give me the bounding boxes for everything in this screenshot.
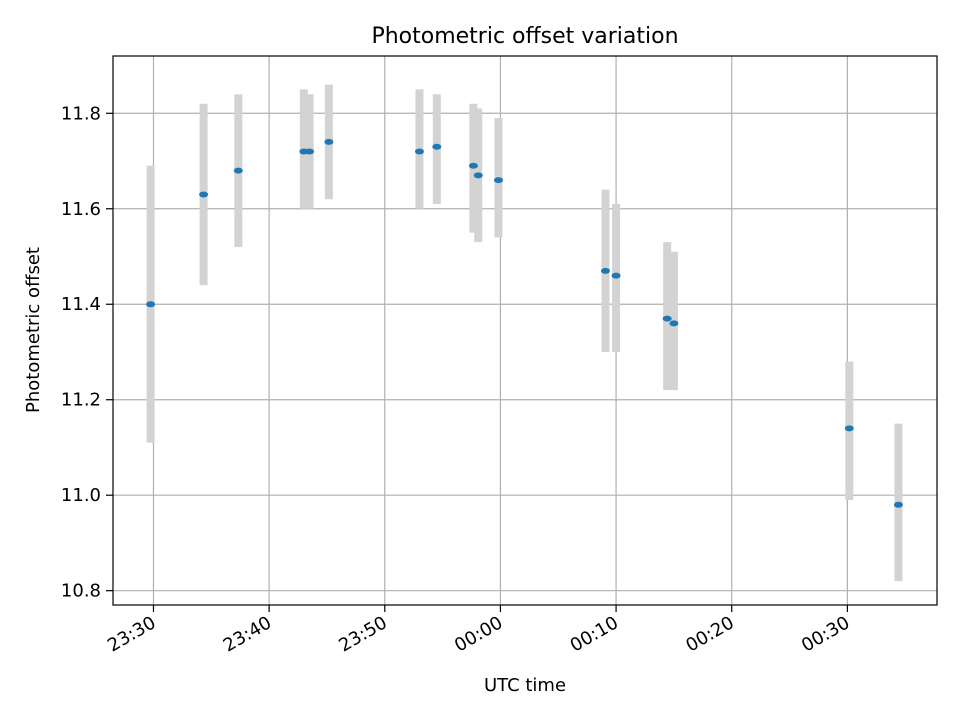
- y-axis-label: Photometric offset: [23, 247, 44, 413]
- y-axis-ticks: 10.8 11.0 11.2 11.4 11.6 11.8: [61, 103, 113, 602]
- y-tick-label: 11.0: [61, 485, 101, 506]
- data-point: [324, 138, 334, 145]
- y-tick-label: 11.8: [61, 103, 101, 124]
- data-points: [146, 138, 903, 508]
- plot-frame: [112, 55, 938, 606]
- data-point: [146, 301, 156, 308]
- y-tick-label: 11.6: [61, 199, 101, 220]
- data-point: [414, 148, 424, 155]
- y-tick-label: 11.2: [61, 390, 101, 411]
- data-point: [493, 177, 503, 184]
- y-tick-label: 11.4: [61, 294, 101, 315]
- data-point: [432, 143, 442, 150]
- data-point: [600, 267, 610, 274]
- y-tick-label: 10.8: [61, 581, 101, 602]
- data-point: [662, 315, 672, 322]
- chart-title: Photometric offset variation: [371, 24, 678, 49]
- data-point: [468, 162, 478, 169]
- data-point: [473, 172, 483, 179]
- data-point: [199, 191, 209, 198]
- x-axis-label: UTC time: [484, 675, 566, 696]
- data-point: [669, 320, 679, 327]
- data-point: [233, 167, 243, 174]
- data-point: [305, 148, 315, 155]
- data-point: [844, 425, 854, 432]
- data-point: [611, 272, 621, 279]
- data-point: [893, 501, 903, 508]
